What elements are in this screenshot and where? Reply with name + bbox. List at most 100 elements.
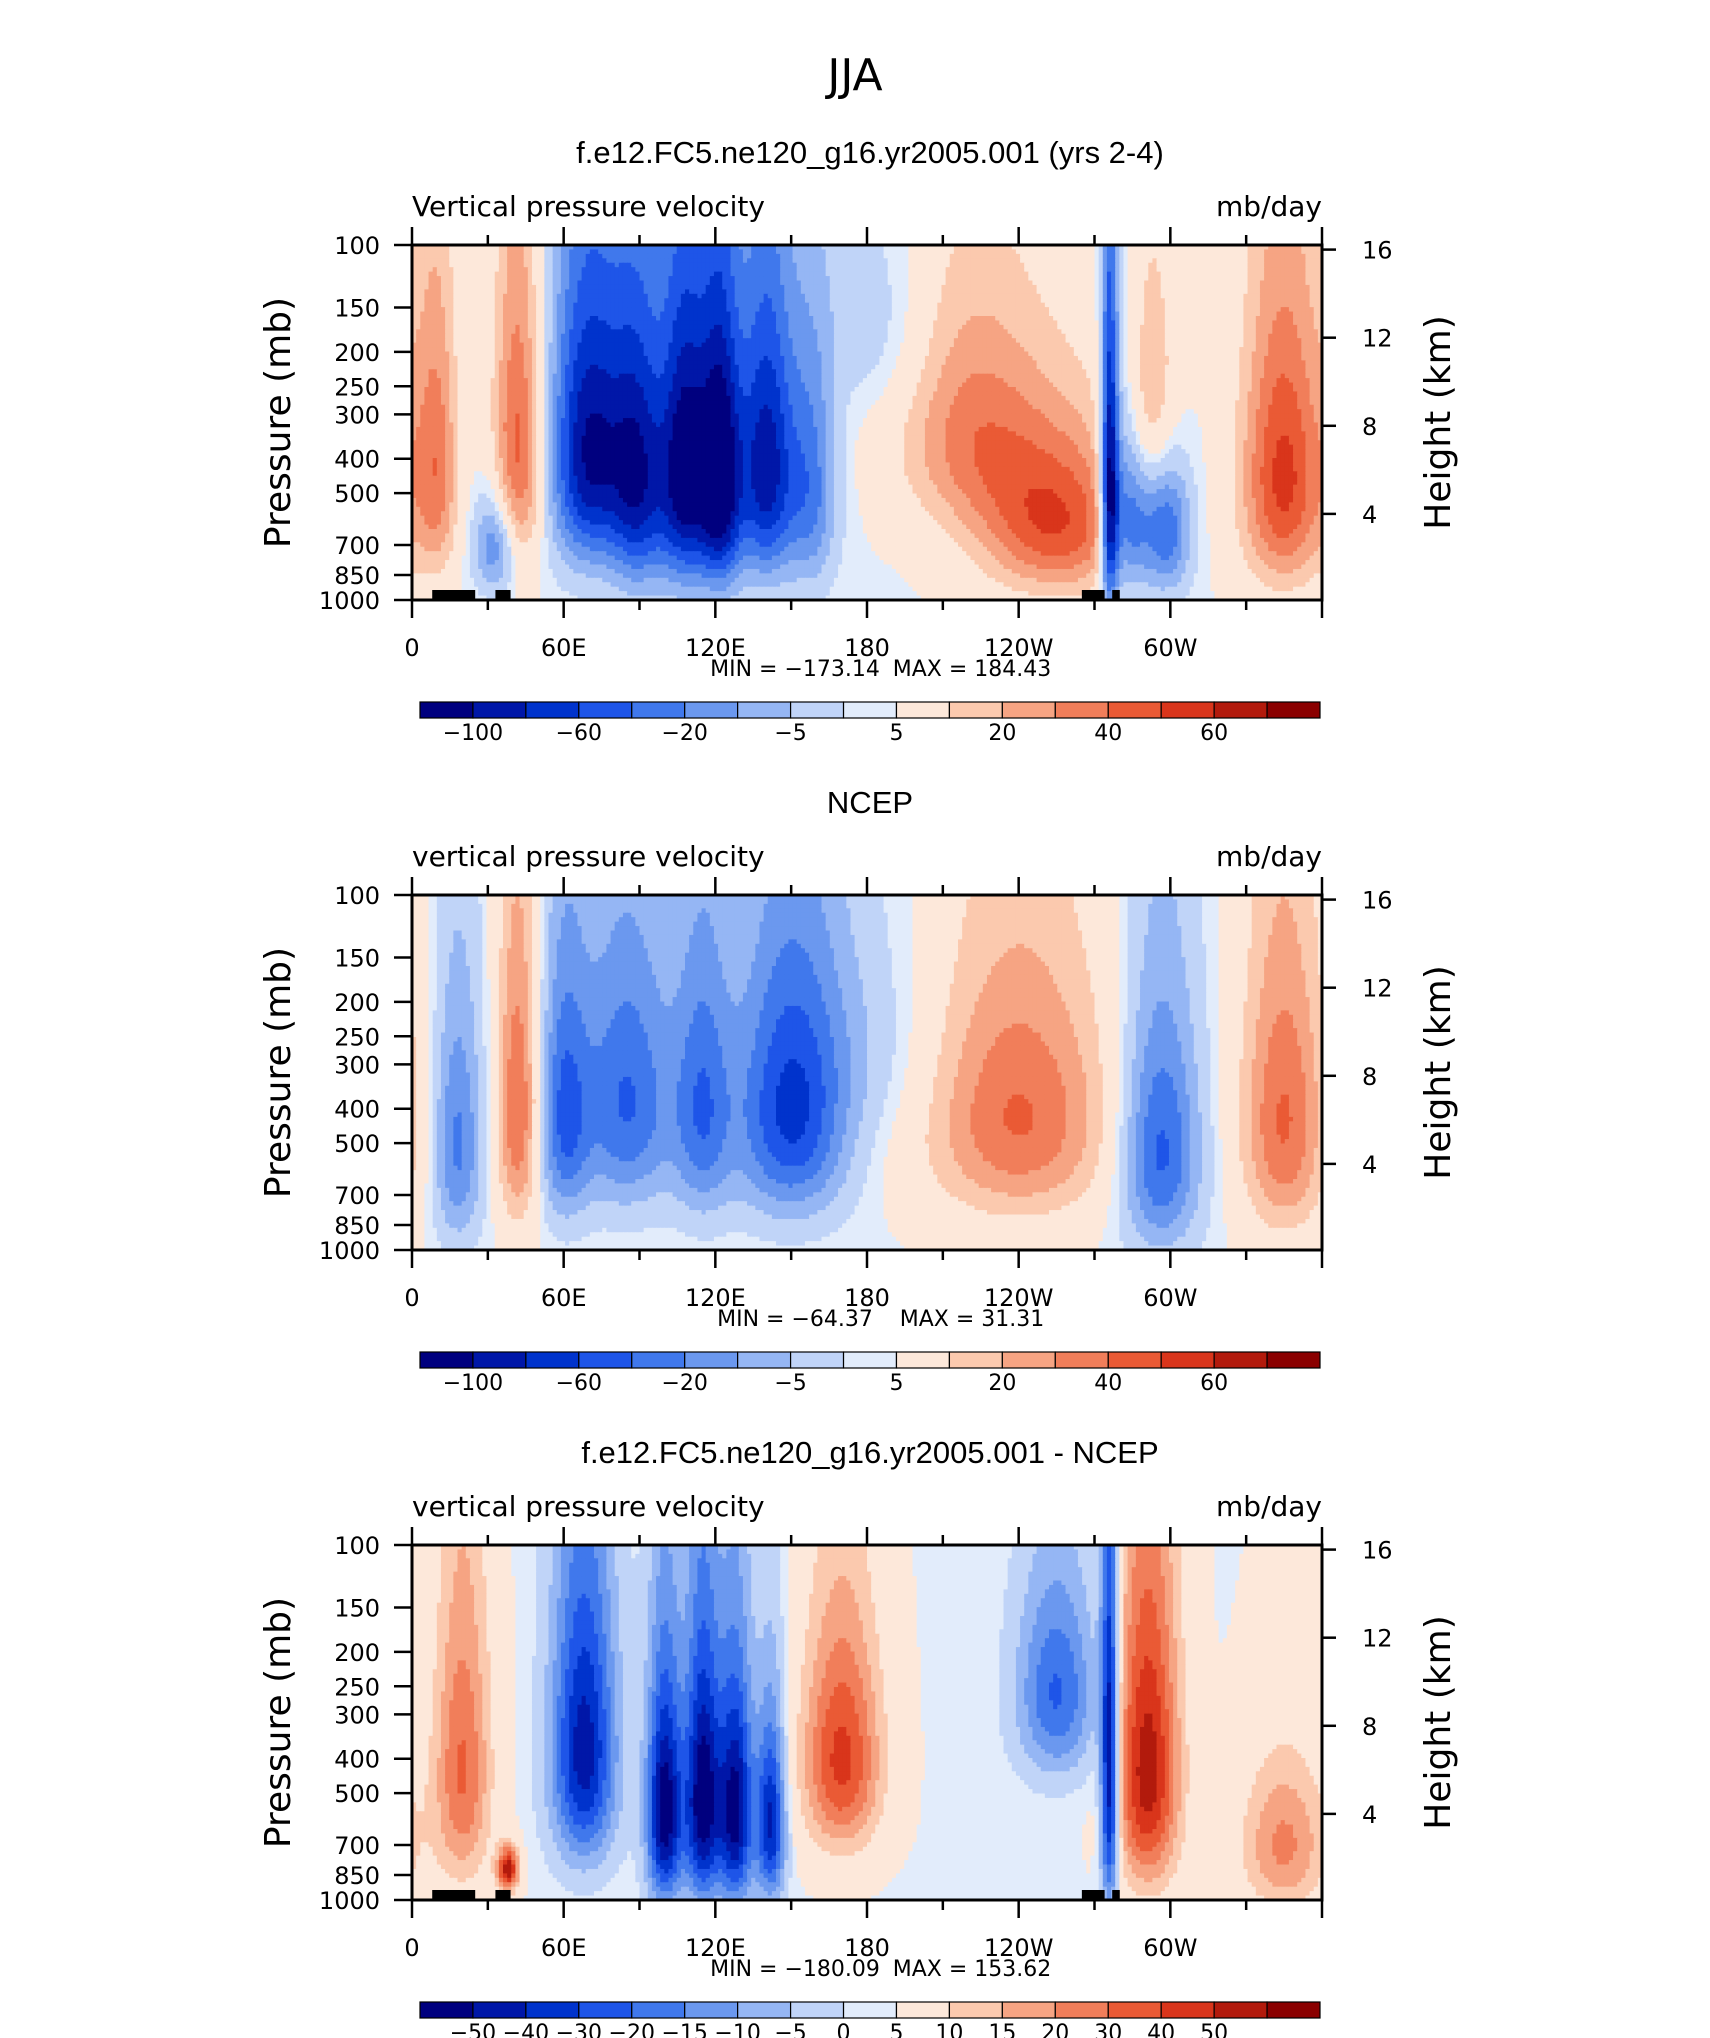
field-cell bbox=[1165, 329, 1170, 334]
field-cell bbox=[1194, 298, 1199, 303]
field-cell bbox=[817, 320, 822, 325]
field-cell bbox=[524, 298, 529, 303]
field-cell bbox=[569, 276, 574, 281]
field-cell bbox=[1123, 249, 1128, 254]
field-cell bbox=[1070, 285, 1075, 290]
field-cell bbox=[809, 334, 814, 339]
field-cell bbox=[846, 325, 851, 330]
field-cell bbox=[743, 258, 748, 263]
field-cell bbox=[681, 320, 686, 325]
field-cell bbox=[941, 320, 946, 325]
field-cell bbox=[1123, 281, 1128, 286]
field-cell bbox=[842, 249, 847, 254]
field-cell bbox=[826, 329, 831, 334]
field-cell bbox=[1136, 298, 1141, 303]
field-cell bbox=[635, 272, 640, 277]
field-cell bbox=[1128, 303, 1133, 308]
field-cell bbox=[685, 320, 690, 325]
field-cell bbox=[474, 263, 479, 268]
field-cell bbox=[644, 298, 649, 303]
field-cell bbox=[751, 254, 756, 259]
field-cell bbox=[685, 303, 690, 308]
field-cell bbox=[710, 325, 715, 330]
field-cell bbox=[714, 254, 719, 259]
field-cell bbox=[1173, 298, 1178, 303]
field-cell bbox=[520, 316, 525, 321]
field-cell bbox=[1032, 320, 1037, 325]
field-cell bbox=[1086, 312, 1091, 317]
field-cell bbox=[1177, 312, 1182, 317]
field-cell bbox=[1037, 294, 1042, 299]
field-cell bbox=[1248, 258, 1253, 263]
field-cell bbox=[747, 276, 752, 281]
field-cell bbox=[619, 294, 624, 299]
field-cell bbox=[813, 281, 818, 286]
field-cell bbox=[656, 307, 661, 312]
field-cell bbox=[1132, 285, 1137, 290]
field-cell bbox=[544, 254, 549, 259]
field-cell bbox=[1107, 254, 1112, 259]
field-cell bbox=[660, 316, 665, 321]
field-cell bbox=[975, 289, 980, 294]
field-cell bbox=[1289, 325, 1294, 330]
field-cell bbox=[553, 258, 558, 263]
field-cell bbox=[1016, 325, 1021, 330]
field-cell bbox=[1252, 258, 1257, 263]
field-cell bbox=[863, 329, 868, 334]
field-cell bbox=[1057, 267, 1062, 272]
field-cell bbox=[453, 312, 458, 317]
field-cell bbox=[772, 276, 777, 281]
field-cell bbox=[1152, 272, 1157, 277]
field-cell bbox=[693, 329, 698, 334]
field-cell bbox=[801, 303, 806, 308]
field-cell bbox=[1157, 303, 1162, 308]
field-cell bbox=[784, 258, 789, 263]
field-cell bbox=[1219, 267, 1224, 272]
field-cell bbox=[561, 312, 566, 317]
field-cell bbox=[846, 267, 851, 272]
field-cell bbox=[1103, 272, 1108, 277]
field-cell bbox=[1231, 272, 1236, 277]
field-cell bbox=[937, 334, 942, 339]
field-cell bbox=[569, 285, 574, 290]
field-cell bbox=[1173, 307, 1178, 312]
field-cell bbox=[834, 307, 839, 312]
field-cell bbox=[458, 263, 463, 268]
field-cell bbox=[834, 334, 839, 339]
field-cell bbox=[822, 303, 827, 308]
field-cell bbox=[1136, 307, 1141, 312]
field-cell bbox=[1028, 267, 1033, 272]
field-cell bbox=[478, 307, 483, 312]
field-cell bbox=[656, 289, 661, 294]
field-cell bbox=[896, 276, 901, 281]
field-cell bbox=[1132, 267, 1137, 272]
field-cell bbox=[569, 272, 574, 277]
field-cell bbox=[561, 285, 566, 290]
field-cell bbox=[822, 312, 827, 317]
field-cell bbox=[817, 285, 822, 290]
field-cell bbox=[1115, 325, 1120, 330]
field-cell bbox=[1103, 320, 1108, 325]
field-cell bbox=[1186, 303, 1191, 308]
field-cell bbox=[532, 303, 537, 308]
field-cell bbox=[1194, 320, 1199, 325]
field-cell bbox=[1070, 303, 1075, 308]
field-cell bbox=[594, 289, 599, 294]
field-cell bbox=[577, 320, 582, 325]
field-cell bbox=[1227, 316, 1232, 321]
field-cell bbox=[826, 307, 831, 312]
field-cell bbox=[850, 329, 855, 334]
field-cell bbox=[466, 281, 471, 286]
field-cell bbox=[668, 320, 673, 325]
field-cell bbox=[739, 325, 744, 330]
field-cell bbox=[561, 249, 566, 254]
field-cell bbox=[722, 298, 727, 303]
field-cell bbox=[954, 312, 959, 317]
field-cell bbox=[1148, 263, 1153, 268]
field-cell bbox=[1181, 294, 1186, 299]
field-cell bbox=[1177, 285, 1182, 290]
field-cell bbox=[532, 263, 537, 268]
field-cell bbox=[474, 249, 479, 254]
field-cell bbox=[470, 307, 475, 312]
field-cell bbox=[1037, 258, 1042, 263]
